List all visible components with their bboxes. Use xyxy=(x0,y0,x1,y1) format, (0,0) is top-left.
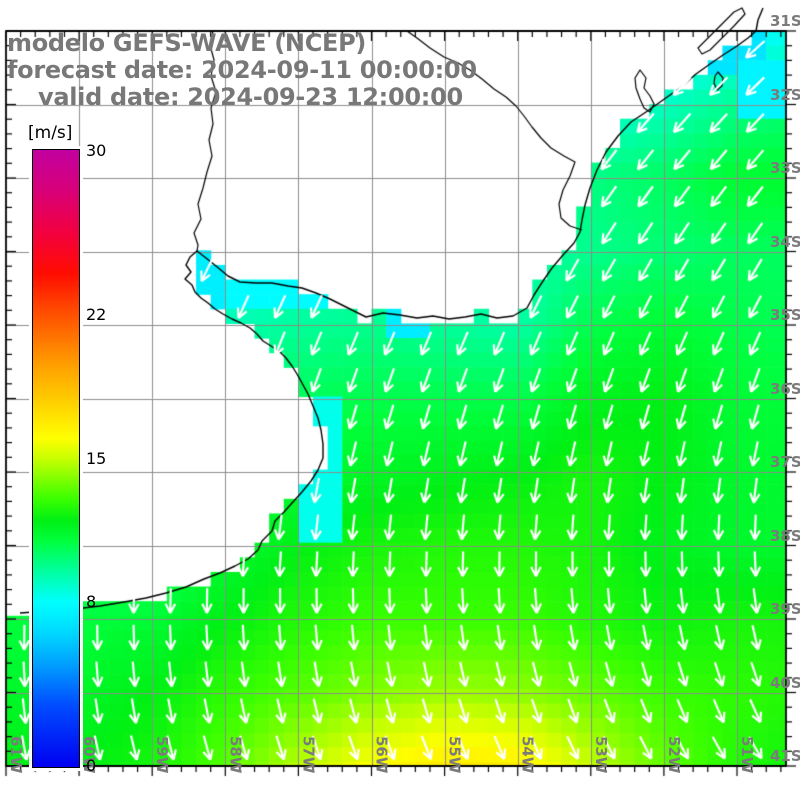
colorbar-tick-15: 15 xyxy=(86,448,107,468)
lon-label-61W: 61W xyxy=(7,736,25,774)
colorbar-tick-22: 22 xyxy=(86,305,107,324)
lon-label-59W: 59W xyxy=(153,736,172,774)
colorbar-unit-label: [m/s] xyxy=(28,123,73,143)
lat-label-37S: 37S xyxy=(770,453,800,471)
lat-label-40S: 40S xyxy=(770,673,800,692)
lon-label-57W: 57W xyxy=(299,736,318,774)
lat-label-33S: 33S xyxy=(770,159,800,177)
lat-label-35S: 35S xyxy=(770,306,800,324)
lat-label-36S: 36S xyxy=(770,379,800,398)
lat-label-41S: 41S xyxy=(770,747,800,765)
colorbar-gradient xyxy=(32,149,80,768)
lat-label-32S: 32S xyxy=(770,85,800,104)
colorbar-tick-8: 8 xyxy=(86,592,97,611)
lon-label-53W: 53W xyxy=(591,736,610,774)
valid-date: valid date: 2024-09-23 12:00:00 xyxy=(38,83,463,111)
lon-label-51W: 51W xyxy=(738,736,756,774)
colorbar-tick-0: 0 xyxy=(86,756,97,775)
model-title: modelo GEFS-WAVE (NCEP) xyxy=(7,29,367,57)
lat-label-34S: 34S xyxy=(770,232,800,251)
colorbar xyxy=(29,146,83,771)
lon-label-52W: 52W xyxy=(664,736,683,774)
lon-label-58W: 58W xyxy=(226,736,245,774)
lon-label-60W: 60W xyxy=(80,736,99,774)
lon-label-56W: 56W xyxy=(372,736,391,774)
colorbar-tick-30: 30 xyxy=(86,141,107,160)
forecast-date: forecast date: 2024-09-11 00:00:00 xyxy=(7,56,477,84)
lat-label-38S: 38S xyxy=(770,526,800,545)
lon-label-55W: 55W xyxy=(445,736,464,774)
lat-label-39S: 39S xyxy=(770,600,800,618)
lon-label-54W: 54W xyxy=(518,736,537,774)
lat-label-31S: 31S xyxy=(770,12,800,30)
